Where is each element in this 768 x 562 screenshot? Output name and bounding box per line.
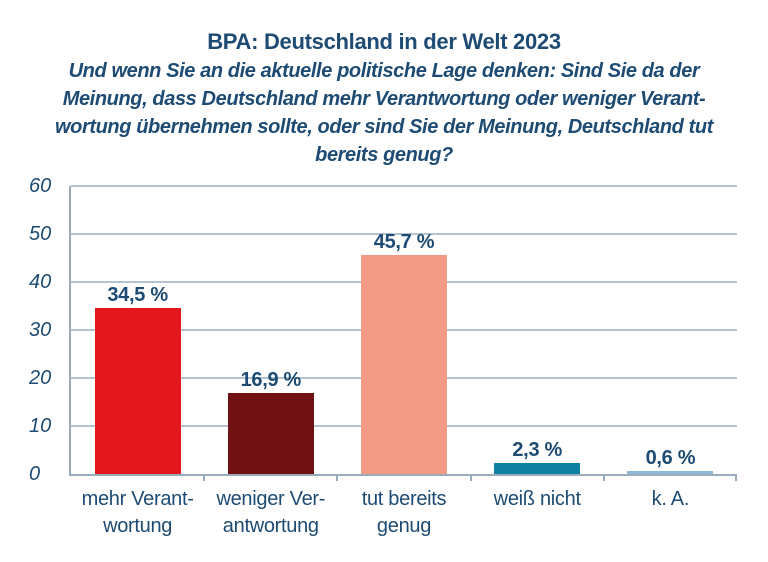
x-axis-label-line: weiß nicht [493,488,581,510]
gridline-50 [71,233,737,235]
bar-4 [494,462,581,474]
chart-subtitle-line: Meinung, dass Deutschland mehr Verantwor… [62,88,706,110]
chart-subtitle-line: wortung übernehmen sollte, oder sind Sie… [54,116,713,138]
y-axis-label-20: 20 [29,367,52,389]
x-axis-label-line: mehr Verant- [81,488,194,510]
plot-area: 34,5 % mehr Verant-wortung 16,9 % weniger V… [69,185,737,537]
x-axis-label-line: k. A. [651,488,690,510]
bar-value-label: 2,3 % [512,438,563,461]
y-axis-label-50: 50 [29,223,52,245]
y-axis-label-10: 10 [29,415,52,437]
gridline-60 [71,185,737,187]
x-axis-label: tut bereits genug [337,486,470,540]
x-axis-tick [336,474,339,481]
x-axis-label: k. A. [604,486,737,513]
chart-subtitle-line: bereits genug? [315,144,453,166]
bar-value-label: 16,9 % [240,368,302,391]
bar-value-label: 45,7 % [373,230,435,253]
x-axis-label-line: tut bereits [361,488,447,510]
x-axis-tick [735,474,737,481]
bar-5 [627,471,714,474]
x-axis-tick [602,474,605,481]
x-axis-tick [469,474,472,481]
x-axis-label: weiß nicht [471,486,604,513]
x-axis-label-line: weniger Ver- [216,488,326,510]
bar-value-label: 0,6 % [645,447,696,470]
bar-1 [94,308,181,474]
x-axis-label-line: antwortung [222,515,319,537]
x-axis-label-line: wortung [103,515,173,537]
y-axis-label-30: 30 [29,319,52,341]
x-axis-label-line: genug [376,515,432,537]
chart-header: BPA: Deutschland in der Welt 2023 Und we… [0,27,768,169]
chart-subtitle-line: Und wenn Sie an die aktuelle politische … [68,60,700,82]
chart-subtitle: Und wenn Sie an die aktuelle politische … [0,57,768,169]
x-axis-label: mehr Verant-wortung [71,486,204,540]
bar-value-label: 34,5 % [107,284,168,307]
y-axis-label-40: 40 [29,271,52,293]
bar-2 [227,392,314,474]
bar-3 [361,254,447,474]
y-axis-label-0: 0 [29,463,41,485]
chart-title: BPA: Deutschland in der Welt 2023 [207,29,561,54]
x-axis-tick [203,474,206,481]
x-axis-label: weniger Ver-antwortung [204,486,337,540]
y-axis-label-60: 60 [29,175,52,197]
